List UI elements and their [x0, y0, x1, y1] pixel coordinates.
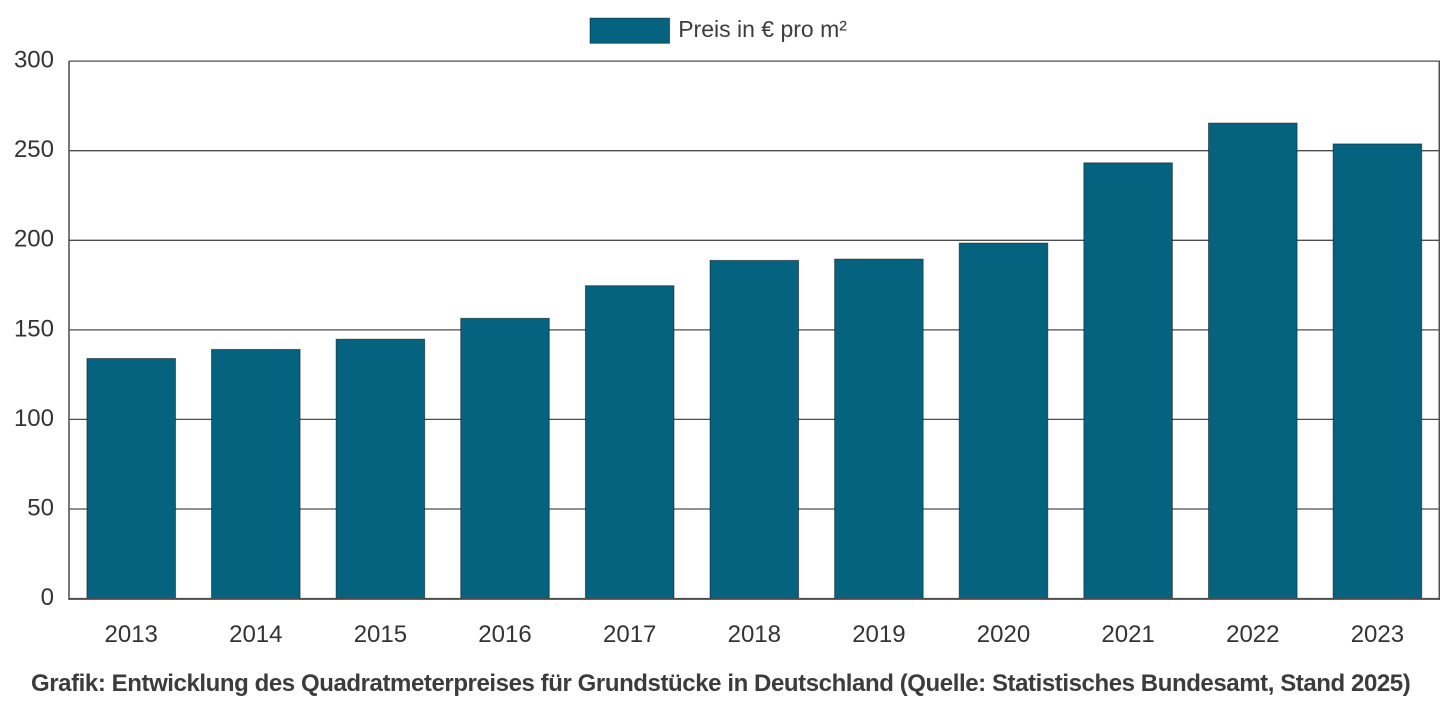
svg-text:2013: 2013: [105, 621, 158, 648]
svg-text:200: 200: [14, 226, 54, 253]
svg-text:250: 250: [14, 136, 54, 163]
svg-text:2015: 2015: [354, 621, 407, 648]
svg-text:Preis in € pro m²: Preis in € pro m²: [678, 16, 847, 42]
svg-text:2021: 2021: [1101, 621, 1154, 648]
svg-text:2017: 2017: [603, 621, 656, 648]
svg-text:2019: 2019: [852, 621, 905, 648]
svg-text:2020: 2020: [977, 621, 1030, 648]
svg-text:0: 0: [41, 584, 54, 611]
svg-text:2022: 2022: [1226, 621, 1279, 648]
svg-text:2016: 2016: [478, 621, 531, 648]
svg-text:50: 50: [27, 494, 54, 521]
svg-text:Grafik: Entwicklung des Quadra: Grafik: Entwicklung des Quadratmeterprei…: [31, 670, 1410, 697]
svg-text:300: 300: [14, 47, 54, 74]
svg-text:2018: 2018: [728, 621, 781, 648]
svg-text:100: 100: [14, 405, 54, 432]
svg-text:2023: 2023: [1351, 621, 1404, 648]
svg-text:2014: 2014: [229, 621, 282, 648]
svg-text:150: 150: [14, 315, 54, 342]
